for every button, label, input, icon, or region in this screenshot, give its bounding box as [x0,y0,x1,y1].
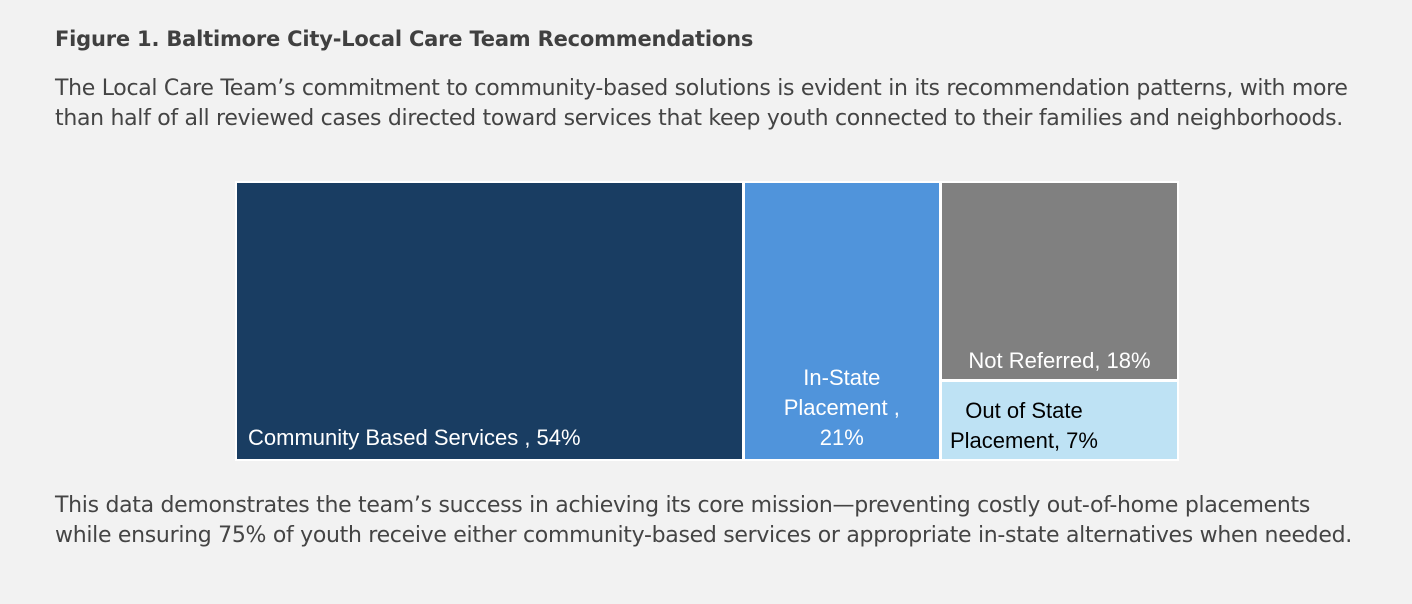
label-line: Placement, 7% [950,427,1098,453]
tile-in-state-placement: In-State Placement , 21% [744,183,939,459]
label-line: Not Referred, 18% [968,347,1151,373]
figure-title: Figure 1. Baltimore City-Local Care Team… [55,27,754,51]
tile-label-not-referred: Not Referred, 18% [942,346,1177,376]
outro-paragraph: This data demonstrates the team’s succes… [55,493,1352,548]
tile-out-of-state-placement: Out of State Placement, 7% [942,381,1177,459]
tile-label-in-state-placement: In-State Placement , 21% [745,363,939,453]
intro-paragraph: The Local Care Team’s commitment to comm… [55,76,1348,131]
label-line: Community Based Services , 54% [248,425,581,450]
tile-label-out-of-state-placement: Out of State Placement, 7% [950,396,1098,456]
tile-label-community-based-services: Community Based Services , 54% [248,423,581,453]
tile-not-referred: Not Referred, 18% [942,183,1177,379]
label-line: In-State [803,365,881,390]
treemap-chart: Community Based Services , 54% In-State … [235,181,1179,461]
tile-community-based-services: Community Based Services , 54% [237,183,742,459]
label-line: 21% [819,425,864,450]
label-line: Placement , [783,395,900,420]
label-line: Out of State [965,397,1083,423]
